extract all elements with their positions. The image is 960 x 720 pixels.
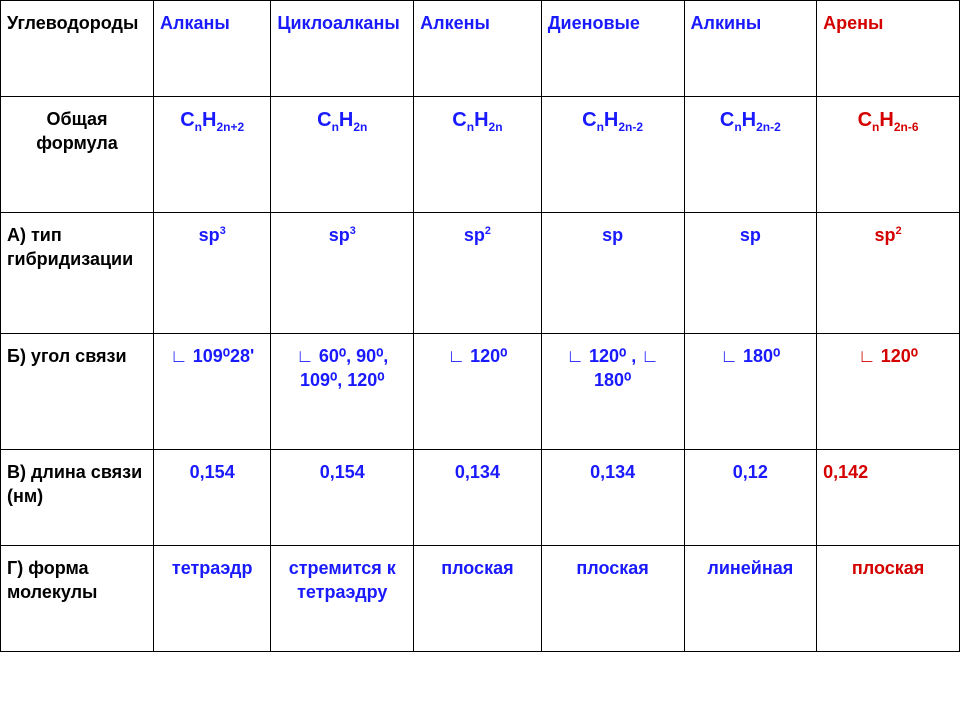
value-cell: ∟ 180⁰ — [684, 334, 817, 450]
table-row: Б) угол связи ∟ 109⁰28' ∟ 60⁰, 90⁰, 109⁰… — [1, 334, 960, 450]
value-cell: 0,142 — [817, 450, 960, 546]
table-row: Г) форма молекулы тетраэдр стремится к т… — [1, 546, 960, 652]
value-cell: ∟ 120⁰ — [414, 334, 542, 450]
table-row: Общая формула CnH2n+2 CnH2n CnH2n CnH2n-… — [1, 97, 960, 213]
row-label: Г) форма молекулы — [1, 546, 154, 652]
row-label: Общая формула — [1, 97, 154, 213]
formula-cell: CnH2n — [414, 97, 542, 213]
value-cell: sp3 — [154, 213, 271, 334]
value-cell: ∟ 120⁰ — [817, 334, 960, 450]
table-header-row: Углеводороды Алканы Циклоалканы Алкены Д… — [1, 1, 960, 97]
value-cell: плоская — [541, 546, 684, 652]
value-cell: sp — [684, 213, 817, 334]
value-cell: 0,134 — [541, 450, 684, 546]
value-cell: плоская — [817, 546, 960, 652]
header-cell: Арены — [817, 1, 960, 97]
formula-cell: CnH2n-6 — [817, 97, 960, 213]
header-cell: Алкины — [684, 1, 817, 97]
value-cell: линейная — [684, 546, 817, 652]
value-cell: стремится к тетраэдру — [271, 546, 414, 652]
value-cell: 0,154 — [154, 450, 271, 546]
value-cell: 0,12 — [684, 450, 817, 546]
value-cell: sp2 — [817, 213, 960, 334]
header-cell: Алкены — [414, 1, 542, 97]
table-row: А) тип гибридизации sp3 sp3 sp2 sp sp sp… — [1, 213, 960, 334]
row-label: Б) угол связи — [1, 334, 154, 450]
formula-cell: CnH2n+2 — [154, 97, 271, 213]
value-cell: ∟ 109⁰28' — [154, 334, 271, 450]
hydrocarbons-table: Углеводороды Алканы Циклоалканы Алкены Д… — [0, 0, 960, 652]
value-cell: sp — [541, 213, 684, 334]
value-cell: sp2 — [414, 213, 542, 334]
header-cell: Циклоалканы — [271, 1, 414, 97]
value-cell: sp3 — [271, 213, 414, 334]
value-cell: плоская — [414, 546, 542, 652]
row-label: А) тип гибридизации — [1, 213, 154, 334]
header-cell: Алканы — [154, 1, 271, 97]
formula-cell: CnH2n-2 — [684, 97, 817, 213]
value-cell: 0,154 — [271, 450, 414, 546]
value-cell: ∟ 120⁰ , ∟ 180⁰ — [541, 334, 684, 450]
value-cell: 0,134 — [414, 450, 542, 546]
header-cell: Диеновые — [541, 1, 684, 97]
table-row: В) длина связи (нм) 0,154 0,154 0,134 0,… — [1, 450, 960, 546]
row-label: В) длина связи (нм) — [1, 450, 154, 546]
value-cell: тетраэдр — [154, 546, 271, 652]
header-cell: Углеводороды — [1, 1, 154, 97]
formula-cell: CnH2n-2 — [541, 97, 684, 213]
formula-cell: CnH2n — [271, 97, 414, 213]
value-cell: ∟ 60⁰, 90⁰, 109⁰, 120⁰ — [271, 334, 414, 450]
